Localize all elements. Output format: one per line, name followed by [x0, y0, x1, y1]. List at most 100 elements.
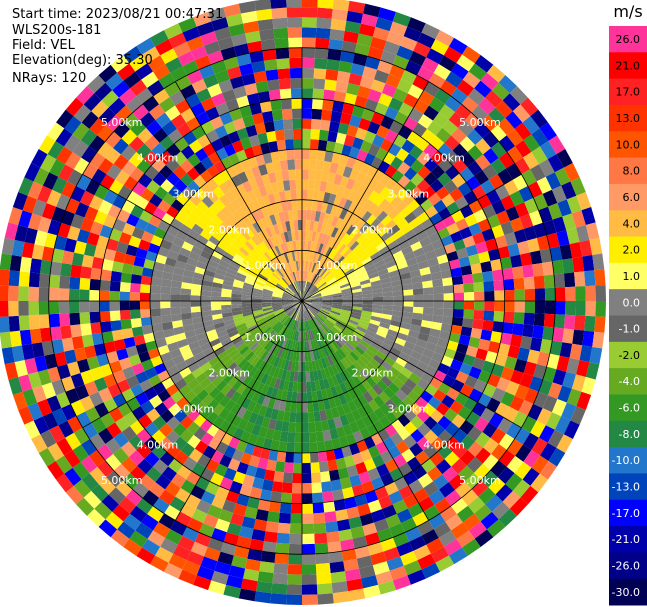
gate-cell: [585, 222, 600, 240]
gate-cell: [584, 270, 596, 287]
gate-cell: [517, 347, 530, 362]
gate-cell: [341, 262, 352, 272]
gate-cell: [443, 46, 463, 64]
gate-cell: [390, 156, 404, 170]
gate-cell: [320, 287, 330, 293]
gate-cell: [404, 378, 417, 391]
gate-cell: [314, 48, 329, 60]
gate-cell: [322, 99, 334, 111]
gate-cell: [344, 326, 355, 335]
gate-cell: [347, 321, 358, 329]
gate-cell: [320, 244, 327, 255]
gate-cell: [384, 165, 398, 179]
gate-cell: [319, 310, 330, 317]
gate-cell: [576, 391, 592, 410]
gate-cell: [359, 222, 370, 234]
gate-cell: [352, 348, 363, 359]
gate-cell: [355, 171, 367, 184]
gate-cell: [342, 303, 353, 307]
gate-cell: [305, 270, 309, 282]
gate-cell: [309, 261, 315, 273]
gate-cell: [494, 301, 505, 312]
gate-cell: [538, 206, 553, 223]
gate-cell: [491, 82, 510, 101]
gate-cell: [441, 193, 455, 208]
gate-cell: [429, 377, 443, 390]
gate-cell: [403, 340, 416, 351]
gate-cell: [522, 151, 539, 170]
colorbar-tick: 21.0: [616, 59, 641, 72]
gate-cell: [342, 102, 355, 116]
gate-cell: [350, 314, 361, 320]
gate-cell: [415, 137, 430, 152]
gate-cell: [467, 426, 483, 442]
gate-cell: [390, 195, 403, 208]
gate-cell: [318, 267, 326, 277]
gate-cell: [317, 139, 328, 151]
gate-cell: [396, 45, 414, 61]
gate-cell: [331, 251, 341, 262]
gate-cell: [430, 164, 446, 179]
gate-cell: [518, 185, 534, 203]
gate-cell: [438, 157, 453, 173]
gate-cell: [502, 93, 521, 112]
gate-cell: [445, 71, 463, 88]
gate-cell: [354, 246, 366, 257]
gate-cell: [524, 301, 536, 314]
colorbar-tick: 26.0: [616, 33, 641, 46]
gate-cell: [436, 337, 449, 348]
gate-cell: [421, 23, 441, 40]
gate-cell: [416, 151, 431, 166]
gate-cell: [341, 144, 353, 157]
gate-cell: [330, 226, 339, 238]
gate-cell: [391, 182, 404, 196]
gate-cell: [357, 342, 368, 353]
gate-cell: [488, 107, 506, 125]
gate-cell: [307, 179, 315, 191]
gate-cell: [485, 238, 498, 252]
gate-cell: [592, 253, 605, 271]
gate-cell: [475, 432, 491, 448]
gate-cell: [329, 263, 338, 273]
gate-cell: [309, 287, 318, 295]
gate-cell: [392, 11, 411, 27]
gate-cell: [346, 224, 356, 236]
gate-cell: [456, 79, 475, 97]
gate-cell: [346, 124, 359, 138]
gate-cell: [380, 230, 393, 242]
gate-cell: [406, 335, 418, 345]
gate-cell: [330, 288, 342, 294]
gate-cell: [554, 301, 566, 315]
gate-cell: [407, 199, 421, 212]
gate-cell: [412, 288, 424, 296]
gate-cell: [440, 323, 453, 333]
gate-cell: [376, 330, 388, 339]
gate-cell: [388, 269, 400, 278]
gate-cell: [571, 210, 586, 228]
gate-cell: [342, 305, 353, 309]
gate-cell: [385, 178, 398, 191]
gate-cell: [514, 157, 531, 175]
gate-cell: [422, 287, 434, 295]
gate-cell: [467, 145, 484, 161]
gate-cell: [337, 230, 347, 242]
gate-cell: [374, 333, 386, 343]
gate-cell: [341, 290, 353, 295]
colorbar-tick: 0.0: [623, 296, 641, 309]
gate-cell: [352, 291, 363, 296]
gate-cell: [302, 260, 305, 271]
gate-cell: [493, 279, 505, 291]
gate-cell: [523, 361, 537, 377]
gate-cell: [332, 301, 343, 304]
gate-cell: [487, 214, 501, 229]
gate-cell: [345, 324, 357, 332]
gate-cell: [514, 358, 528, 374]
gate-cell: [333, 90, 347, 103]
gate-cell: [330, 328, 340, 337]
gate-cell: [316, 221, 323, 233]
gate-cell: [319, 268, 328, 278]
gate-cell: [473, 121, 491, 139]
gate-cell: [374, 102, 389, 116]
gate-cell: [352, 297, 363, 301]
gate-cell: [497, 417, 513, 434]
